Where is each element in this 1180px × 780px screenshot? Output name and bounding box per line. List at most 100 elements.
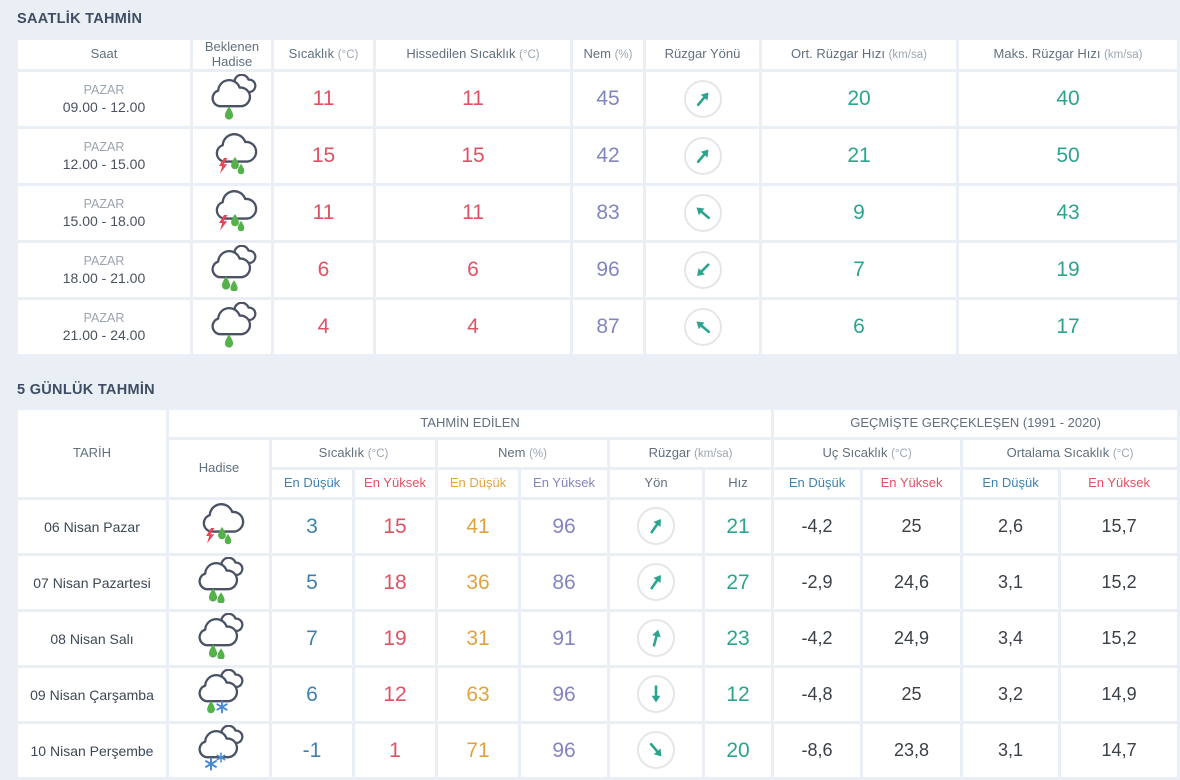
wind-direction-cell <box>610 668 702 722</box>
col-header-hadise: Hadise <box>169 440 269 498</box>
humidity-value: 42 <box>573 129 643 184</box>
avg-min-value: 3,2 <box>963 668 1059 722</box>
wind-direction-arrow-icon <box>637 619 675 658</box>
col-header-maks-ruzgar: Maks. Rüzgar Hızı (km/sa) <box>959 40 1177 70</box>
date-cell: 07 Nisan Pazartesi <box>18 556 166 610</box>
expected-condition-cell <box>193 243 271 298</box>
time-cell: PAZAR 12.00 - 15.00 <box>18 129 190 184</box>
weather-rain-light-icon <box>204 301 260 348</box>
col-header-avg-max: En Yüksek <box>1061 470 1178 498</box>
wind-direction-cell <box>610 500 702 554</box>
wind-direction-arrow-icon <box>637 563 675 602</box>
weather-thunderstorm-icon <box>204 188 260 234</box>
day-label: PAZAR <box>83 140 125 155</box>
hourly-row: PAZAR 18.00 - 21.00 6 6 96 7 19 <box>18 243 1177 298</box>
daily-row: 08 Nisan Salı 7 19 31 91 23 -4,2 24,9 3,… <box>18 612 1178 666</box>
weather-thunderstorm-icon <box>204 131 260 177</box>
date-cell: 06 Nisan Pazar <box>18 500 166 554</box>
hourly-row: PAZAR 12.00 - 15.00 15 15 42 21 50 <box>18 129 1177 184</box>
max-wind-speed-value: 40 <box>959 72 1177 127</box>
wind-direction-cell <box>646 129 759 184</box>
temp-max-value: 19 <box>355 612 435 666</box>
hourly-header-row: Saat Beklenen Hadise Sıcaklık (°C) Hisse… <box>18 39 1177 70</box>
daily-header-row-minmax: En Düşük En Yüksek En Düşük En Yüksek Yö… <box>18 470 1178 498</box>
humidity-value: 45 <box>573 72 643 127</box>
avg-max-value: 15,2 <box>1061 612 1178 666</box>
expected-condition-cell <box>193 72 271 127</box>
temp-max-value: 18 <box>355 556 435 610</box>
time-range: 12.00 - 15.00 <box>62 156 146 173</box>
col-header-beklenen-hadise: Beklenen Hadise <box>193 39 271 70</box>
extreme-max-value: 25 <box>863 500 961 554</box>
time-range: 18.00 - 21.00 <box>62 270 146 287</box>
wind-direction-arrow-icon <box>637 731 675 770</box>
max-wind-speed-value: 17 <box>959 300 1177 355</box>
max-wind-speed-value: 50 <box>959 129 1177 184</box>
day-label: PAZAR <box>83 311 125 326</box>
wind-direction-arrow-icon <box>637 507 675 546</box>
wind-direction-cell <box>610 556 702 610</box>
time-range: 09.00 - 12.00 <box>62 99 146 116</box>
daily-forecast-title: 5 GÜNLÜK TAHMİN <box>17 382 155 399</box>
feels-like-value: 11 <box>376 72 570 127</box>
time-cell: PAZAR 15.00 - 18.00 <box>18 186 190 241</box>
feels-like-value: 15 <box>376 129 570 184</box>
avg-wind-speed-value: 6 <box>762 300 956 355</box>
condition-cell <box>169 668 269 722</box>
wind-speed-value: 20 <box>705 724 772 778</box>
extreme-min-value: -4,2 <box>774 612 861 666</box>
extreme-max-value: 24,6 <box>863 556 961 610</box>
extreme-max-value: 24,9 <box>863 612 961 666</box>
col-header-extreme-min: En Düşük <box>774 470 861 498</box>
group-header-ortalama-sicaklik: Ortalama Sıcaklık (°C) <box>963 440 1178 468</box>
extreme-min-value: -2,9 <box>774 556 861 610</box>
avg-min-value: 3,1 <box>963 556 1059 610</box>
weather-sleet-icon <box>191 669 247 715</box>
col-header-wind-speed: Hız <box>705 470 772 498</box>
wind-direction-cell <box>646 72 759 127</box>
col-header-nem: Nem (%) <box>573 40 643 70</box>
condition-cell <box>169 612 269 666</box>
col-header-ruzgar-yonu: Rüzgar Yönü <box>646 40 759 70</box>
temperature-value: 11 <box>274 72 373 127</box>
humidity-max-value: 96 <box>521 724 607 778</box>
temp-min-value: 7 <box>272 612 352 666</box>
extreme-min-value: -4,8 <box>774 668 861 722</box>
avg-max-value: 14,7 <box>1061 724 1178 778</box>
weather-rain-light-icon <box>204 73 260 120</box>
col-header-temp-max: En Yüksek <box>355 470 435 498</box>
weather-snow-icon <box>191 725 247 771</box>
hourly-row: PAZAR 09.00 - 12.00 11 11 45 20 40 <box>18 72 1177 127</box>
temperature-value: 15 <box>274 129 373 184</box>
temp-max-value: 15 <box>355 500 435 554</box>
time-cell: PAZAR 21.00 - 24.00 <box>18 300 190 355</box>
col-header-hum-max: En Yüksek <box>521 470 607 498</box>
daily-row: 07 Nisan Pazartesi 5 18 36 86 27 -2,9 24… <box>18 556 1178 610</box>
wind-direction-arrow-icon <box>683 79 722 118</box>
time-cell: PAZAR 09.00 - 12.00 <box>18 72 190 127</box>
avg-wind-speed-value: 9 <box>762 186 956 241</box>
humidity-value: 96 <box>573 243 643 298</box>
avg-wind-speed-value: 20 <box>762 72 956 127</box>
humidity-min-value: 36 <box>438 556 518 610</box>
weather-rain-icon <box>204 244 260 291</box>
humidity-min-value: 63 <box>438 668 518 722</box>
wind-speed-value: 27 <box>705 556 772 610</box>
hourly-row: PAZAR 15.00 - 18.00 11 11 83 9 43 <box>18 186 1177 241</box>
feels-like-value: 6 <box>376 243 570 298</box>
day-label: PAZAR <box>83 254 125 269</box>
date-cell: 08 Nisan Salı <box>18 612 166 666</box>
wind-direction-arrow-icon <box>683 136 722 175</box>
humidity-min-value: 31 <box>438 612 518 666</box>
col-header-tarih: TARİH <box>18 410 166 498</box>
wind-direction-cell <box>646 243 759 298</box>
col-header-wind-dir: Yön <box>610 470 702 498</box>
group-header-ruzgar: Rüzgar (km/sa) <box>610 440 772 468</box>
group-header-forecast: TAHMİN EDİLEN <box>169 410 772 438</box>
weather-thunderstorm-icon <box>191 501 247 547</box>
humidity-max-value: 86 <box>521 556 607 610</box>
humidity-max-value: 96 <box>521 500 607 554</box>
wind-direction-arrow-icon <box>683 307 722 346</box>
col-header-hum-min: En Düşük <box>438 470 518 498</box>
